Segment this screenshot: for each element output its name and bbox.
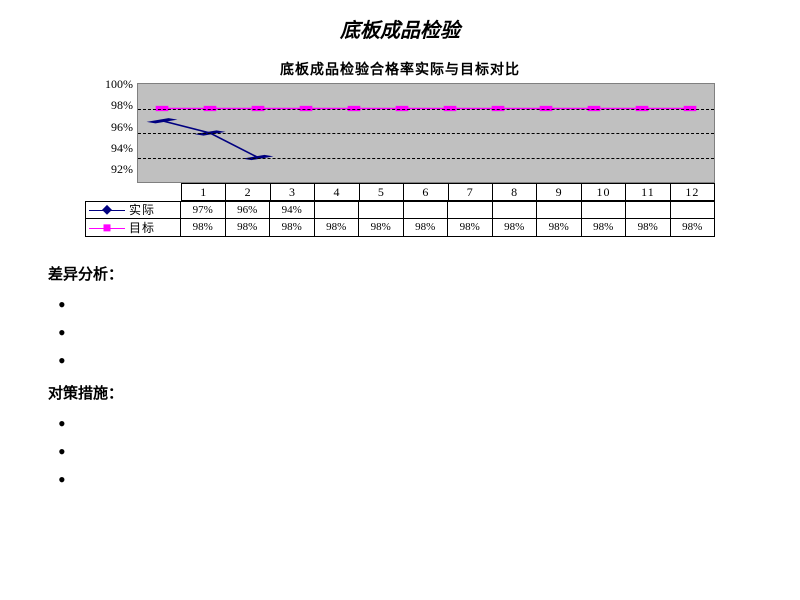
category-row: 123456789101112 [181, 183, 715, 201]
bullet: • [58, 354, 800, 368]
y-tick-label: 92% [85, 162, 133, 177]
bullet: • [58, 445, 800, 459]
sections: 差异分析： • • • 对策措施： • • • [48, 263, 800, 487]
value-cell: 98% [537, 219, 582, 237]
value-cell: 98% [448, 219, 493, 237]
category-cell: 3 [271, 183, 315, 201]
value-cell [582, 201, 627, 219]
table-row: 目标98%98%98%98%98%98%98%98%98%98%98%98% [85, 219, 715, 237]
y-tick-label: 98% [85, 98, 133, 113]
bullet: • [58, 473, 800, 487]
value-cell [404, 201, 449, 219]
category-cell: 4 [315, 183, 359, 201]
category-cell: 1 [181, 183, 226, 201]
category-cell: 8 [493, 183, 537, 201]
chart-plot-area: 100%98%96%94%92% [85, 83, 715, 183]
section-heading: 差异分析： [48, 263, 800, 284]
value-cell [537, 201, 582, 219]
chart-title: 底板成品检验合格率实际与目标对比 [85, 59, 715, 79]
category-cell: 5 [360, 183, 404, 201]
legend-cell: 实际 [85, 201, 181, 219]
value-cell: 96% [226, 201, 271, 219]
y-tick-label: 100% [85, 77, 133, 92]
page-title: 底板成品检验 [0, 0, 800, 43]
value-cell: 98% [270, 219, 315, 237]
bullet: • [58, 326, 800, 340]
value-cell: 98% [226, 219, 271, 237]
value-cell [359, 201, 404, 219]
category-cell: 12 [671, 183, 715, 201]
bullet: • [58, 298, 800, 312]
value-cell: 94% [270, 201, 315, 219]
value-cell: 98% [582, 219, 627, 237]
value-cell: 98% [493, 219, 538, 237]
bullet: • [58, 417, 800, 431]
chart-plot [137, 83, 715, 183]
category-cell: 2 [226, 183, 270, 201]
value-cell [671, 201, 716, 219]
value-cell [315, 201, 360, 219]
section-heading: 对策措施： [48, 382, 800, 403]
category-cell: 11 [626, 183, 670, 201]
category-cell: 6 [404, 183, 448, 201]
value-cell: 98% [315, 219, 360, 237]
value-cell [626, 201, 671, 219]
chart-container: 底板成品检验合格率实际与目标对比 100%98%96%94%92% 123456… [85, 59, 715, 237]
value-cell: 98% [359, 219, 404, 237]
category-cell: 10 [582, 183, 626, 201]
value-cell [493, 201, 538, 219]
category-cell: 7 [449, 183, 493, 201]
y-tick-label: 96% [85, 120, 133, 135]
table-row: 实际97%96%94% [85, 201, 715, 219]
value-cell: 98% [181, 219, 226, 237]
category-cell: 9 [537, 183, 581, 201]
y-tick-label: 94% [85, 141, 133, 156]
y-axis-labels: 100% 98% 96% 94% 92% [85, 77, 137, 177]
value-cell: 97% [181, 201, 226, 219]
value-cell: 98% [404, 219, 449, 237]
value-cell: 98% [626, 219, 671, 237]
value-cell [448, 201, 493, 219]
legend-cell: 目标 [85, 219, 181, 237]
value-cell: 98% [671, 219, 716, 237]
